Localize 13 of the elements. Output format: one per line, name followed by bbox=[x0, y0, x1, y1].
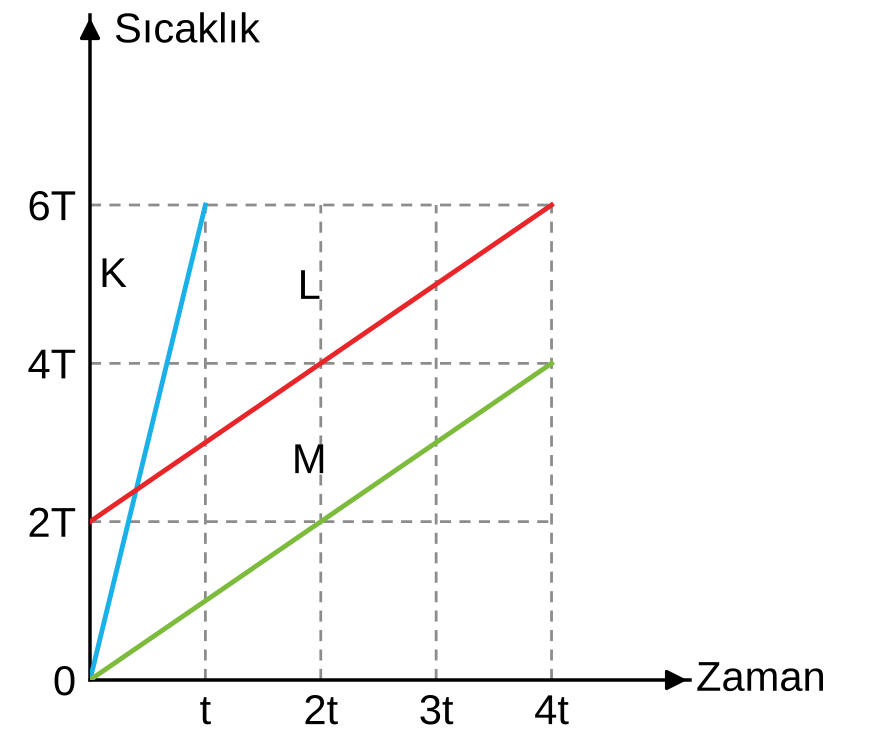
y-axis-title: Sıcaklık bbox=[116, 12, 260, 43]
x-tick-label: t bbox=[200, 697, 211, 724]
y-tick-label: 2T bbox=[30, 508, 76, 537]
x-tick-label: 2t bbox=[305, 694, 338, 724]
y-tick-label: 4T bbox=[28, 350, 76, 378]
y-tick-label: 6T bbox=[30, 191, 76, 221]
x-tick-label: 3t bbox=[420, 694, 454, 724]
series-label: K bbox=[102, 258, 127, 288]
series-label: L bbox=[301, 270, 320, 299]
x-tick-label: 4t bbox=[535, 695, 569, 724]
series-label: M bbox=[295, 444, 324, 474]
y-tick-label: 0 bbox=[54, 666, 74, 696]
x-axis-title: Zaman bbox=[697, 662, 823, 692]
